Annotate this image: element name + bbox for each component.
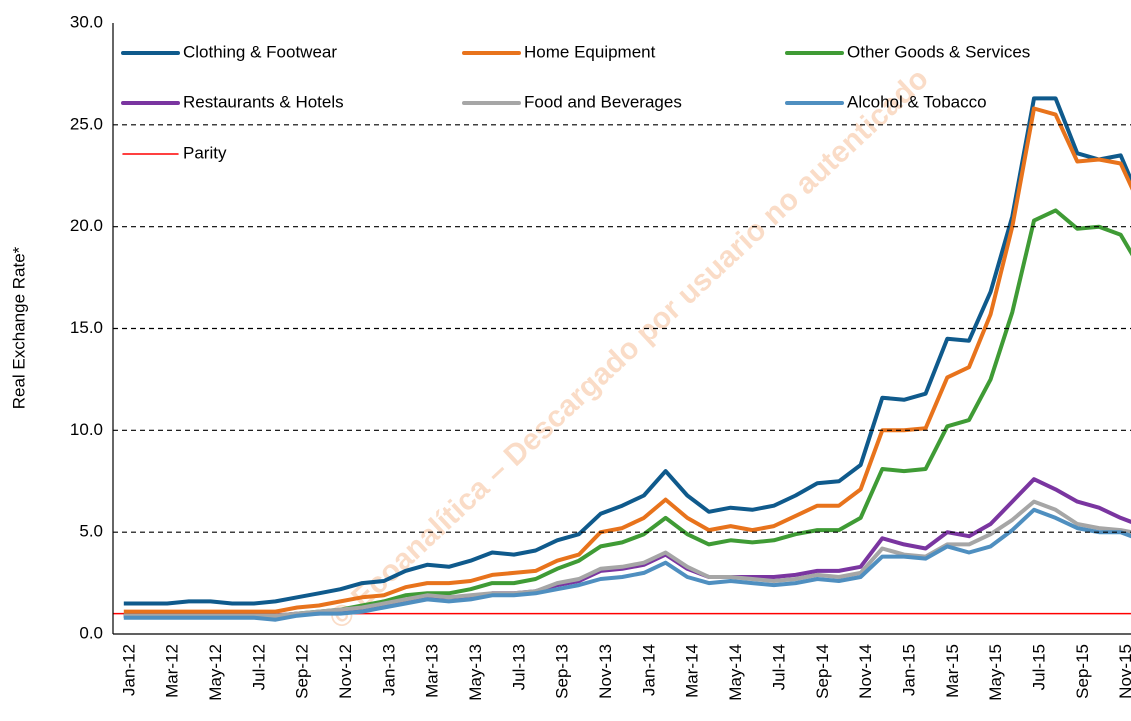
x-tick-label: May-12 [206,644,225,701]
legend-label: Restaurants & Hotels [183,92,344,111]
x-tick-label: May-15 [986,644,1005,701]
y-tick-label: 25.0 [70,114,103,133]
x-tick-label: Jan-12 [119,644,138,696]
x-tick-label: Sep-14 [813,644,832,699]
y-tick-label: 10.0 [70,420,103,439]
legend-label: Food and Beverages [524,92,682,111]
x-tick-label: Nov-14 [856,644,875,699]
series-line [123,499,1131,618]
plot-area [113,96,1131,622]
x-tick-label: Nov-12 [336,644,355,699]
watermark: © Ecoanalítica – Descargado por usuario … [323,62,935,636]
x-tick-label: Sep-13 [553,644,572,699]
x-tick-label: Jan-14 [639,644,658,696]
x-tick-label: Sep-12 [293,644,312,699]
y-tick-label: 0.0 [79,623,103,642]
series-line [123,507,1131,622]
x-tick-label: Nov-13 [596,644,615,699]
legend-label: Alcohol & Tobacco [847,92,987,111]
x-tick-label: Jan-13 [379,644,398,696]
x-tick-label: Mar-13 [423,644,442,698]
x-tick-label: Jan-15 [899,644,918,696]
legend-label: Other Goods & Services [847,42,1030,61]
x-tick-label: Jul-14 [769,644,788,690]
x-tick-label: Jul-15 [1029,644,1048,690]
y-tick-label: 30.0 [70,12,103,31]
x-tick-label: Nov-15 [1116,644,1131,699]
x-tick-label: Mar-12 [163,644,182,698]
y-axis-label: Real Exchange Rate* [9,246,28,409]
y-tick-label: 15.0 [70,318,103,337]
x-tick-label: Sep-15 [1073,644,1092,699]
y-tick-label: 5.0 [79,522,103,541]
x-tick-label: May-14 [726,644,745,701]
legend-label: Parity [183,143,227,162]
y-tick-label: 20.0 [70,216,103,235]
x-tick-label: Jul-13 [509,644,528,690]
series-line [123,208,1131,618]
x-tick-label: May-13 [466,644,485,701]
legend-label: Home Equipment [524,42,656,61]
x-tick-label: Mar-15 [943,644,962,698]
series-line [123,96,1131,606]
series-line [123,106,1131,614]
x-tick-label: Jul-12 [249,644,268,690]
legend-label: Clothing & Footwear [183,42,337,61]
x-tick-label: Mar-14 [683,644,702,698]
